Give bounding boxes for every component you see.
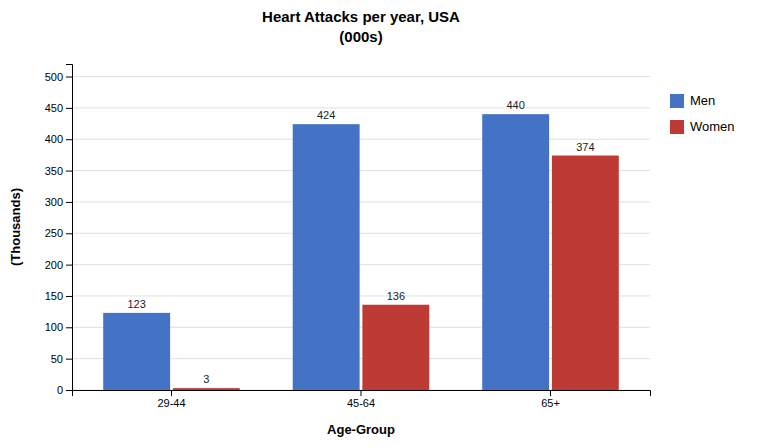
- x-tick-mark: [361, 390, 362, 396]
- legend-item: Men: [670, 93, 715, 108]
- y-tick-mark: [66, 390, 72, 391]
- y-tick-mark: [66, 202, 72, 203]
- x-axis-title: Age-Group: [327, 422, 395, 437]
- bars: [103, 114, 619, 390]
- x-tick-label: 29-44: [157, 397, 185, 409]
- y-tick: 500: [45, 71, 72, 83]
- title: Heart Attacks per year, USA: [262, 8, 460, 25]
- x-tick: 65+: [541, 390, 560, 409]
- data-label: 424: [317, 109, 335, 121]
- y-axis-line: [66, 65, 73, 391]
- data-label: 3: [203, 373, 209, 385]
- x-tick-label: 65+: [541, 397, 560, 409]
- y-tick-mark: [66, 296, 72, 297]
- bar-series: [173, 156, 619, 390]
- y-tick: 450: [45, 102, 72, 114]
- y-tick-label: 0: [57, 384, 63, 396]
- x-axis-line: [73, 391, 651, 397]
- subtitle: (000s): [339, 28, 382, 45]
- x-axis: 29-44 45-64 65+: [73, 390, 651, 409]
- grid-line: [72, 139, 650, 140]
- bar: [293, 124, 360, 390]
- y-tick-mark: [66, 359, 72, 360]
- y-tick-mark: [66, 327, 72, 328]
- y-tick-mark: [66, 139, 72, 140]
- bar: [482, 114, 549, 390]
- y-tick-label: 200: [45, 259, 63, 271]
- x-tick: 45-64: [347, 390, 375, 409]
- y-tick: 300: [45, 196, 72, 208]
- chart: 123 424 440 3 136 374 29-44 45-64 65+ 0 50 100 150 20…: [0, 0, 770, 448]
- bar: [103, 313, 170, 390]
- y-tick-label: 150: [45, 290, 63, 302]
- x-tick-mark: [171, 390, 172, 396]
- legend-label: Men: [690, 93, 715, 108]
- y-tick: 150: [45, 290, 72, 302]
- y-tick: 50: [51, 353, 72, 365]
- legend-swatch: [670, 120, 684, 134]
- y-tick-label: 350: [45, 165, 63, 177]
- y-tick: 100: [45, 321, 72, 333]
- y-tick-mark: [66, 265, 72, 266]
- legend: Men Women: [670, 93, 735, 134]
- grid: [72, 77, 650, 390]
- data-label: 123: [127, 298, 145, 310]
- x-tick: 29-44: [157, 390, 185, 409]
- y-tick-mark: [66, 171, 72, 172]
- x-tick-label: 45-64: [347, 397, 375, 409]
- legend-label: Women: [690, 119, 735, 134]
- legend-swatch: [670, 94, 684, 108]
- legend-item: Women: [670, 119, 735, 134]
- y-tick: 250: [45, 227, 72, 239]
- y-tick-label: 50: [51, 353, 63, 365]
- y-tick-label: 400: [45, 133, 63, 145]
- data-label: 136: [387, 290, 405, 302]
- y-tick-label: 250: [45, 227, 63, 239]
- y-axis: 0 50 100 150 200 250 300 350 400 450 500: [45, 65, 73, 397]
- y-tick: 0: [57, 384, 72, 396]
- y-tick-mark: [66, 77, 72, 78]
- bar: [552, 156, 619, 390]
- bar-series: [103, 114, 549, 390]
- grid-line: [72, 76, 650, 77]
- bar: [362, 305, 429, 390]
- y-tick-mark: [66, 233, 72, 234]
- y-tick-label: 450: [45, 102, 63, 114]
- y-tick: 200: [45, 259, 72, 271]
- plot: 123 424 440 3 136 374 29-44 45-64 65+ 0 50 100 150 20…: [45, 65, 651, 409]
- x-tick-mark: [550, 390, 551, 396]
- y-tick-label: 500: [45, 71, 63, 83]
- bar: [173, 388, 240, 390]
- data-label: 374: [576, 141, 594, 153]
- data-label: 440: [506, 99, 524, 111]
- y-tick-label: 100: [45, 321, 63, 333]
- y-tick-mark: [66, 108, 72, 109]
- grid-line: [72, 107, 650, 108]
- y-tick-label: 300: [45, 196, 63, 208]
- y-tick: 400: [45, 133, 72, 145]
- y-tick: 350: [45, 165, 72, 177]
- data-labels: 123 424 440 3 136 374: [127, 99, 594, 385]
- y-axis-title: (Thousands): [8, 188, 23, 266]
